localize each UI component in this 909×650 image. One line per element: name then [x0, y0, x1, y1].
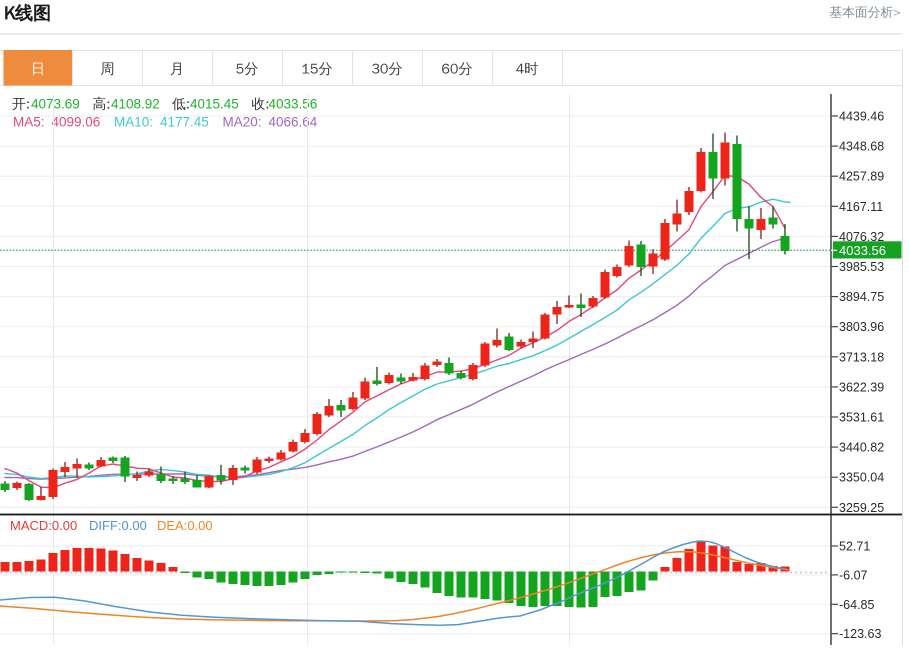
svg-text:3713.18: 3713.18	[839, 350, 884, 364]
svg-text:-64.85: -64.85	[839, 598, 874, 612]
svg-text:52.71: 52.71	[839, 540, 870, 554]
svg-text:3259.25: 3259.25	[839, 501, 884, 515]
svg-text:4257.89: 4257.89	[839, 170, 884, 184]
svg-text:3985.53: 3985.53	[839, 260, 884, 274]
svg-text:3350.04: 3350.04	[839, 471, 884, 485]
svg-text:-6.07: -6.07	[839, 568, 868, 582]
svg-text:3440.82: 3440.82	[839, 441, 884, 455]
svg-text:4348.68: 4348.68	[839, 140, 884, 154]
svg-text:4033.56: 4033.56	[839, 243, 886, 258]
svg-text:3803.96: 3803.96	[839, 320, 884, 334]
svg-text:3531.61: 3531.61	[839, 411, 884, 425]
svg-text:3622.39: 3622.39	[839, 380, 884, 394]
svg-text:4167.11: 4167.11	[839, 200, 883, 214]
svg-text:-123.63: -123.63	[839, 627, 881, 641]
svg-text:3894.75: 3894.75	[839, 290, 884, 304]
svg-text:4439.46: 4439.46	[839, 110, 884, 124]
svg-text:4076.32: 4076.32	[839, 230, 884, 244]
